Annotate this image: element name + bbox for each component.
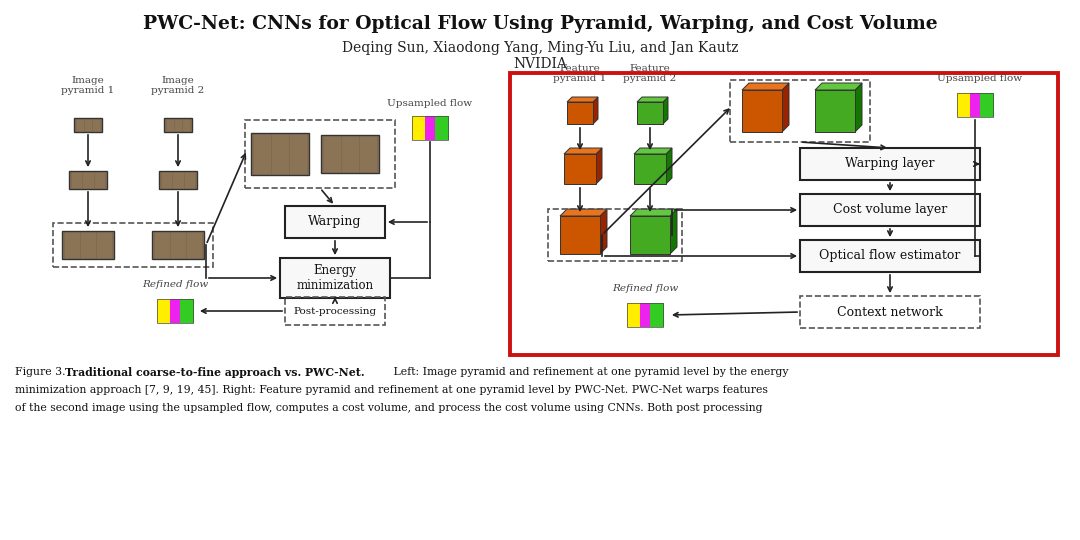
Bar <box>800 296 980 328</box>
Text: Deqing Sun, Xiaodong Yang, Ming-Yu Liu, and Jan Kautz: Deqing Sun, Xiaodong Yang, Ming-Yu Liu, … <box>341 41 739 55</box>
Polygon shape <box>663 97 669 124</box>
Polygon shape <box>742 83 789 90</box>
Bar <box>69 171 107 189</box>
Text: Feature
pyramid 1: Feature pyramid 1 <box>553 64 607 83</box>
Bar <box>158 299 193 323</box>
Bar <box>637 102 663 124</box>
Text: Left: Image pyramid and refinement at one pyramid level by the energy: Left: Image pyramid and refinement at on… <box>390 367 788 377</box>
Text: Energy
minimization: Energy minimization <box>296 264 374 292</box>
Bar <box>53 223 213 267</box>
Text: Image
pyramid 1: Image pyramid 1 <box>62 76 114 95</box>
Bar <box>285 206 384 238</box>
Bar <box>800 240 980 272</box>
Text: PWC-Net: CNNs for Optical Flow Using Pyramid, Warping, and Cost Volume: PWC-Net: CNNs for Optical Flow Using Pyr… <box>143 15 937 33</box>
Text: Cost volume layer: Cost volume layer <box>833 204 947 217</box>
Bar <box>245 120 395 188</box>
Bar <box>567 102 593 124</box>
Bar <box>62 231 114 259</box>
Bar <box>630 216 670 254</box>
Text: Upsampled flow: Upsampled flow <box>388 99 473 108</box>
Text: Warping: Warping <box>308 215 362 228</box>
Bar <box>981 93 994 117</box>
Bar <box>634 154 666 184</box>
Bar <box>957 93 973 117</box>
Bar <box>170 299 183 323</box>
Bar <box>510 73 1058 355</box>
Text: Context network: Context network <box>837 306 943 319</box>
Polygon shape <box>600 209 607 254</box>
Text: minimization approach [7, 9, 19, 45]. Right: Feature pyramid and refinement at o: minimization approach [7, 9, 19, 45]. Ri… <box>15 385 768 395</box>
Bar <box>815 90 855 132</box>
Bar <box>180 299 194 323</box>
Bar <box>561 216 600 254</box>
Text: NVIDIA: NVIDIA <box>513 57 567 71</box>
Bar <box>957 93 993 117</box>
Text: Upsampled flow: Upsampled flow <box>937 74 1023 83</box>
Polygon shape <box>637 97 669 102</box>
Bar <box>413 116 428 140</box>
Text: Figure 3.: Figure 3. <box>15 367 69 377</box>
Polygon shape <box>596 148 602 184</box>
Polygon shape <box>855 83 862 132</box>
Bar <box>800 148 980 180</box>
Bar <box>159 171 197 189</box>
Bar <box>280 258 390 298</box>
Polygon shape <box>593 97 598 124</box>
Bar <box>285 297 384 325</box>
Polygon shape <box>634 148 672 154</box>
Bar <box>800 194 980 226</box>
Text: Image
pyramid 2: Image pyramid 2 <box>151 76 204 95</box>
Polygon shape <box>782 83 789 132</box>
Bar <box>158 299 173 323</box>
Bar <box>650 303 664 327</box>
Text: Post-processing: Post-processing <box>294 307 377 315</box>
Polygon shape <box>564 148 602 154</box>
Bar <box>435 116 449 140</box>
Text: Traditional coarse-to-fine approach vs. PWC-Net.: Traditional coarse-to-fine approach vs. … <box>65 367 365 377</box>
Polygon shape <box>561 209 607 216</box>
Bar <box>152 231 204 259</box>
Polygon shape <box>815 83 862 90</box>
Text: of the second image using the upsampled flow, computes a cost volume, and proces: of the second image using the upsampled … <box>15 403 762 413</box>
Bar <box>742 90 782 132</box>
Polygon shape <box>567 97 598 102</box>
Bar <box>970 93 982 117</box>
Text: Refined flow: Refined flow <box>612 284 678 293</box>
Bar <box>548 209 681 261</box>
Text: Feature
pyramid 2: Feature pyramid 2 <box>623 64 677 83</box>
Bar <box>251 133 309 175</box>
Text: Refined flow: Refined flow <box>141 280 208 289</box>
Text: Optical flow estimator: Optical flow estimator <box>820 249 961 262</box>
Polygon shape <box>666 148 672 184</box>
Bar <box>321 135 379 173</box>
Bar <box>564 154 596 184</box>
Text: Warping layer: Warping layer <box>846 158 935 171</box>
Polygon shape <box>670 209 677 254</box>
Bar <box>424 116 437 140</box>
Polygon shape <box>630 209 677 216</box>
Bar <box>730 80 870 142</box>
Bar <box>164 118 192 132</box>
Bar <box>627 303 663 327</box>
Bar <box>75 118 102 132</box>
Bar <box>627 303 644 327</box>
Bar <box>639 303 652 327</box>
Bar <box>413 116 448 140</box>
